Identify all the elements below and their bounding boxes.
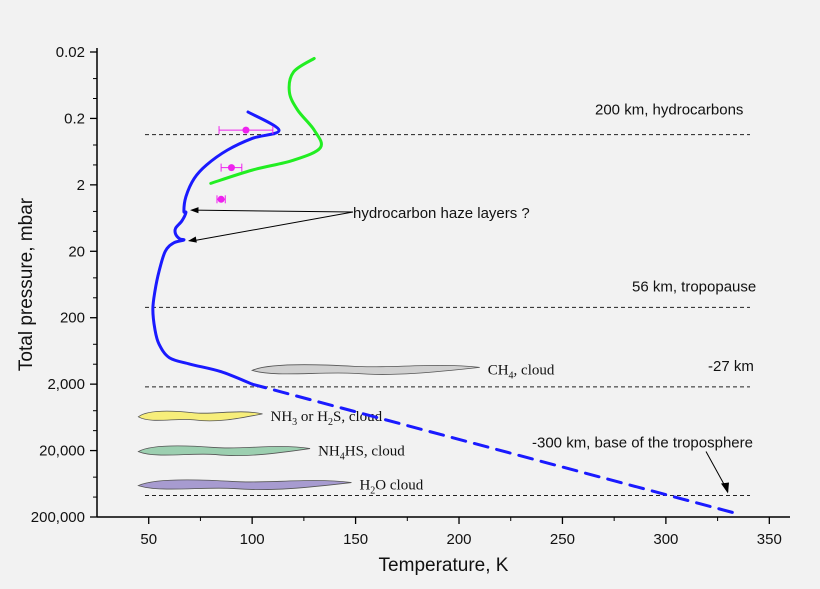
x-axis-title: Temperature, K [379, 555, 509, 576]
base-arrow-head [721, 482, 729, 494]
clouds-layer: CH4, cloud NH3 or H2S, cloud NH4HS, cloud H… [137, 362, 555, 497]
cloud-label: NH3 or H2S, cloud [270, 409, 382, 428]
y-tick-label: 2,000 [47, 376, 85, 393]
x-tick-label: 150 [343, 531, 368, 548]
cloud-label: H2O cloud [359, 478, 423, 497]
series-line [151, 110, 281, 386]
y-tick-label: 2 [77, 177, 85, 194]
series-layer [151, 56, 740, 516]
x-tick-label: 200 [446, 531, 471, 548]
reference-lines: 200 km, hydrocarbons 56 km, tropopause -27… [145, 102, 756, 497]
series-line [209, 56, 323, 185]
axes: 50 100 150 200 250 300 350 0.02 0.2 2 20 200 2,000 20… [31, 44, 790, 548]
haze-arrow-line [191, 211, 354, 242]
y-axis-title: Total pressure, mbar [16, 197, 37, 371]
y-tick-label: 0.2 [64, 110, 85, 127]
y-tick-label: 20 [68, 243, 85, 260]
reference-line-label: -300 km, base of the troposphere [532, 435, 753, 452]
cloud-shape [137, 479, 352, 490]
y-tick-label: 200,000 [31, 509, 85, 526]
data-point [242, 126, 250, 134]
x-tick-label: 300 [653, 531, 678, 548]
y-tick-label: 0.02 [56, 44, 85, 61]
series-line [250, 382, 740, 516]
cloud-shape [137, 445, 311, 456]
haze-arrow-head [187, 236, 197, 243]
data-point [227, 164, 235, 172]
x-tick-label: 250 [550, 531, 575, 548]
annotations: hydrocarbon haze layers ? [187, 205, 530, 243]
cloud-label: CH4, cloud [488, 362, 555, 381]
cloud-shape [251, 364, 480, 375]
reference-line-label: 56 km, tropopause [632, 278, 756, 295]
x-tick-label: 50 [140, 531, 157, 548]
data-point [217, 195, 225, 203]
cloud-shape [137, 410, 263, 422]
reference-line-label: -27 km [708, 358, 754, 375]
y-tick-label: 20,000 [39, 443, 85, 460]
x-tick-label: 350 [757, 531, 782, 548]
cloud-label: NH4HS, cloud [318, 444, 405, 463]
y-tick-label: 200 [60, 310, 85, 327]
haze-label: hydrocarbon haze layers ? [353, 205, 530, 222]
haze-arrow-line [194, 209, 354, 213]
x-tick-label: 100 [240, 531, 265, 548]
haze-arrow-head [190, 207, 199, 214]
reference-line-label: 200 km, hydrocarbons [595, 102, 743, 119]
